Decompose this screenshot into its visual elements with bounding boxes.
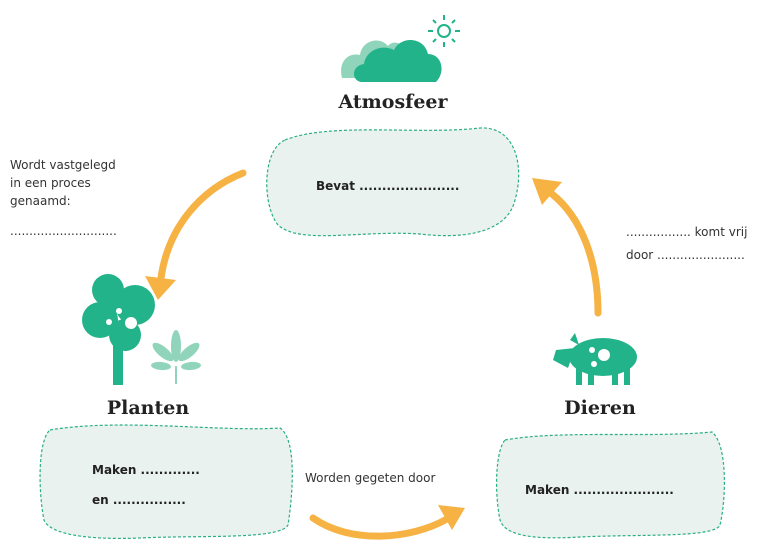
box-text: Maken ...................... xyxy=(525,483,674,497)
leaf-icon-part xyxy=(151,361,172,371)
arrow xyxy=(532,178,598,313)
pig-icon-part xyxy=(570,333,579,345)
tree-icon-part xyxy=(106,319,112,325)
node-title: Planten xyxy=(107,397,189,419)
pig-icon-part xyxy=(598,349,610,361)
leaf-icon xyxy=(150,330,202,384)
pig-icon-part xyxy=(588,368,594,385)
sun-icon-part xyxy=(452,39,455,42)
pig-icon-part xyxy=(591,361,597,367)
edge-label: genaamd: xyxy=(10,194,71,208)
box-text: Bevat ...................... xyxy=(316,179,459,193)
pig-icon xyxy=(553,333,637,385)
cycle-diagram: Atmosfeer Bevat ...................... W… xyxy=(0,0,779,542)
edge-label: Worden gegeten door xyxy=(305,471,435,485)
edge-label: Wordt vastgelegd xyxy=(10,158,116,172)
tree-icon-part xyxy=(101,286,129,314)
sun-icon xyxy=(428,15,460,47)
sun-icon-part xyxy=(433,39,436,42)
tree-icon-part xyxy=(125,317,137,329)
tree-icon-part xyxy=(113,330,123,385)
box-text: en ................ xyxy=(92,493,186,507)
node-title: Dieren xyxy=(564,397,636,419)
pig-icon-part xyxy=(589,347,595,353)
sun-icon-part xyxy=(438,25,450,37)
edge-label: ................. komt vrij xyxy=(626,225,747,239)
arrow xyxy=(313,505,465,536)
cloud-icon xyxy=(341,40,441,82)
sun-icon-part xyxy=(433,20,436,23)
plants-box xyxy=(40,425,292,538)
edge-label: ............................ xyxy=(10,224,117,238)
tree-icon xyxy=(82,274,155,385)
box-text: Maken ............. xyxy=(92,463,200,477)
pig-icon-part xyxy=(612,368,618,385)
leaf-icon-part xyxy=(175,366,177,384)
leaf-icon-part xyxy=(181,361,202,371)
pig-icon-part xyxy=(576,368,582,385)
arrow-part xyxy=(438,505,465,530)
tree-icon-part xyxy=(116,308,122,314)
arrow xyxy=(145,173,243,300)
edge-label: door ....................... xyxy=(626,248,745,262)
sun-icon-part xyxy=(452,20,455,23)
node-title: Atmosfeer xyxy=(337,91,448,113)
arrow-part xyxy=(161,173,243,278)
arrow-part xyxy=(552,194,598,313)
arrow-part xyxy=(313,518,447,536)
pig-icon-part xyxy=(624,366,630,385)
edge-label: in een proces xyxy=(10,176,91,190)
